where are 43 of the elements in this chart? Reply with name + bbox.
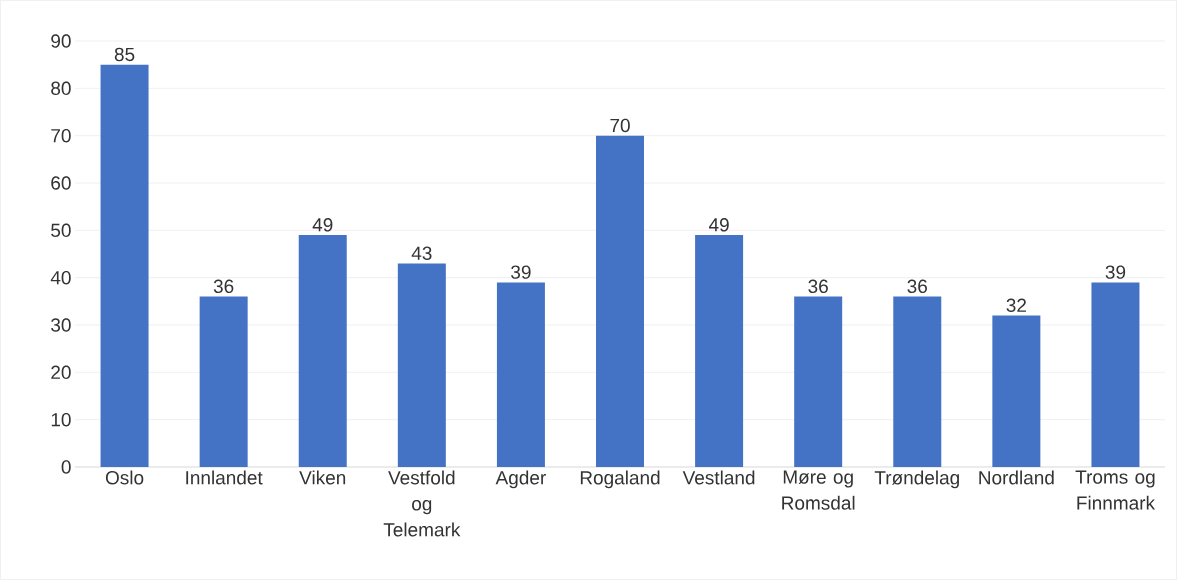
x-tick-label: Trøndelag xyxy=(874,470,959,489)
x-tick-label: Agder xyxy=(495,470,546,489)
x-tick-label: Innlandet xyxy=(186,470,263,485)
data-label: 70 xyxy=(610,118,630,133)
data-label: 32 xyxy=(1006,298,1026,312)
x-tick-label: Vestland xyxy=(682,470,755,485)
x-tick-label: Møre og Romsdal xyxy=(782,470,855,510)
y-tick-label: 60 xyxy=(51,176,71,190)
data-label: 49 xyxy=(312,218,333,232)
y-tick-label: 30 xyxy=(51,318,71,332)
bar xyxy=(794,296,843,467)
bar xyxy=(100,64,149,467)
bar xyxy=(596,135,645,467)
bar xyxy=(397,263,446,467)
bar xyxy=(992,315,1041,467)
bar xyxy=(1091,282,1140,467)
bar xyxy=(298,235,347,467)
data-label: 43 xyxy=(411,246,432,260)
y-tick-label: 10 xyxy=(51,412,71,427)
data-label: 49 xyxy=(708,218,729,232)
bar xyxy=(893,296,942,467)
data-label: 85 xyxy=(114,47,135,62)
data-label: 36 xyxy=(808,279,828,294)
data-label: 36 xyxy=(213,279,234,294)
data-label: 39 xyxy=(1105,265,1126,279)
y-tick-label: 40 xyxy=(50,270,71,285)
y-tick-label: 20 xyxy=(51,365,71,380)
bar xyxy=(695,235,744,467)
x-tick-label: Vestfold og Telemark xyxy=(383,470,461,537)
x-tick-label: Troms og Finnmark xyxy=(1075,470,1156,510)
bar xyxy=(199,296,248,467)
x-tick-label: Viken xyxy=(299,470,346,485)
y-tick-label: 70 xyxy=(51,128,71,143)
data-label: 36 xyxy=(907,279,927,294)
data-label: 39 xyxy=(511,265,531,279)
y-tick-label: 50 xyxy=(51,223,71,238)
x-tick-label: Rogaland xyxy=(580,470,660,489)
x-tick-label: Nordland xyxy=(979,470,1054,485)
bar xyxy=(496,282,545,467)
y-tick-label: 80 xyxy=(51,81,71,96)
x-tick-label: Oslo xyxy=(105,470,144,485)
y-tick-label: 0 xyxy=(61,460,71,474)
y-tick-label: 90 xyxy=(51,34,71,48)
